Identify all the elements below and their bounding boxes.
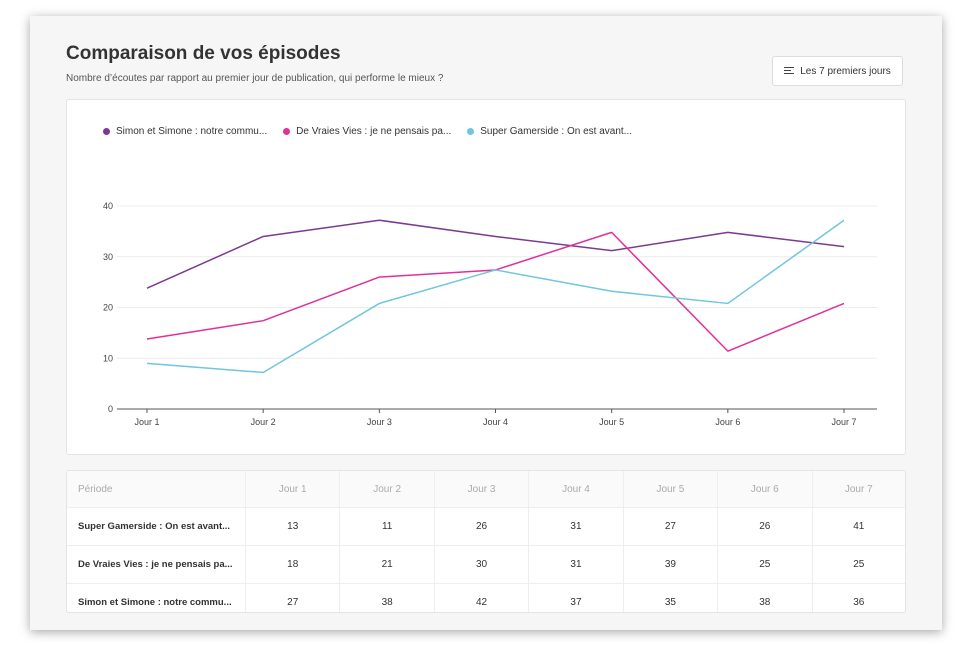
x-tick-label: Jour 2	[251, 417, 276, 427]
x-tick-label: Jour 5	[599, 417, 624, 427]
date-range-button[interactable]: Les 7 premiers jours	[772, 56, 903, 86]
y-tick-label: 40	[103, 201, 113, 211]
y-tick-label: 0	[108, 404, 113, 414]
series-line-2	[146, 231, 845, 352]
table-cell: 31	[528, 545, 624, 584]
page-title: Comparaison de vos épisodes	[66, 43, 341, 64]
data-table-panel: Période Jour 1 Jour 2 Jour 3 Jour 4 Jour…	[66, 470, 906, 613]
column-header: Jour 5	[623, 471, 719, 508]
column-header: Jour 1	[245, 471, 341, 508]
table-cell: 21	[339, 545, 435, 584]
y-tick-label: 10	[103, 353, 113, 363]
legend-label: Simon et Simone : notre commu...	[116, 126, 268, 137]
line-chart: 0 10 20 30 40 Jour 1 Jour 2 Jour 3 Jour 4 Jour 5 J…	[103, 201, 877, 427]
table-cell: 39	[623, 545, 719, 584]
y-tick-label: 20	[103, 303, 113, 313]
table-cell: 42	[434, 583, 530, 612]
data-table: Période Jour 1 Jour 2 Jour 3 Jour 4 Jour…	[67, 471, 905, 612]
chart-legend: Simon et Simone : notre commu... De Vrai…	[103, 126, 632, 137]
table-row: De Vraies Vies : je ne pensais pa... 18 …	[67, 545, 905, 584]
x-tick-label: Jour 4	[483, 417, 508, 427]
table-cell: 38	[717, 583, 813, 612]
table-row: Super Gamerside : On est avant... 13 11 …	[67, 507, 905, 546]
column-header: Jour 2	[339, 471, 435, 508]
x-tick-label: Jour 3	[367, 417, 392, 427]
table-cell: 30	[434, 545, 530, 584]
table-cell: 27	[623, 507, 719, 546]
legend-item-series-3[interactable]: Super Gamerside : On est avant...	[467, 126, 632, 137]
table-cell: 37	[528, 583, 624, 612]
table-row: Simon et Simone : notre commu... 27 38 4…	[67, 583, 905, 612]
row-label: Super Gamerside : On est avant...	[67, 507, 246, 546]
x-tick-label: Jour 7	[831, 417, 856, 427]
table-cell: 26	[434, 507, 530, 546]
table-cell: 27	[245, 583, 341, 612]
table-cell: 13	[245, 507, 341, 546]
column-header: Jour 7	[812, 471, 905, 508]
column-header: Jour 3	[434, 471, 530, 508]
page-subtitle: Nombre d’écoutes par rapport au premier …	[66, 73, 444, 84]
legend-label: De Vraies Vies : je ne pensais pa...	[296, 126, 452, 137]
legend-dot	[467, 128, 475, 135]
table-header-row: Période Jour 1 Jour 2 Jour 3 Jour 4 Jour…	[67, 471, 905, 508]
legend-dot	[103, 128, 110, 135]
legend-label: Super Gamerside : On est avant...	[480, 126, 633, 137]
row-label: De Vraies Vies : je ne pensais pa...	[67, 545, 246, 584]
x-tick-label: Jour 1	[134, 417, 159, 427]
table-cell: 25	[717, 545, 813, 584]
table-cell: 11	[339, 507, 435, 546]
series-line-3	[146, 219, 845, 374]
column-header-period: Période	[67, 471, 246, 508]
x-tick-label: Jour 6	[715, 417, 740, 427]
date-range-label: Les 7 premiers jours	[800, 65, 891, 77]
table-cell: 38	[339, 583, 435, 612]
table-cell: 35	[623, 583, 719, 612]
legend-item-series-2[interactable]: De Vraies Vies : je ne pensais pa...	[283, 126, 451, 137]
chart-panel: Simon et Simone : notre commu... De Vrai…	[66, 99, 906, 455]
column-header: Jour 6	[717, 471, 813, 508]
table-cell: 26	[717, 507, 813, 546]
legend-dot	[283, 128, 291, 135]
column-header: Jour 4	[528, 471, 624, 508]
table-cell: 41	[812, 507, 905, 546]
table-cell: 25	[812, 545, 905, 584]
table-cell: 36	[853, 597, 865, 608]
y-tick-label: 30	[103, 252, 113, 262]
table-cell: 31	[528, 507, 624, 546]
episodes-comparison-card: Comparaison de vos épisodes Nombre d’éco…	[30, 16, 942, 630]
table-cell: 18	[245, 545, 341, 584]
filter-lines-icon	[784, 67, 795, 75]
row-label: Simon et Simone : notre commu...	[67, 583, 246, 612]
series-line-1	[146, 219, 845, 289]
legend-item-series-1[interactable]: Simon et Simone : notre commu...	[103, 126, 267, 137]
